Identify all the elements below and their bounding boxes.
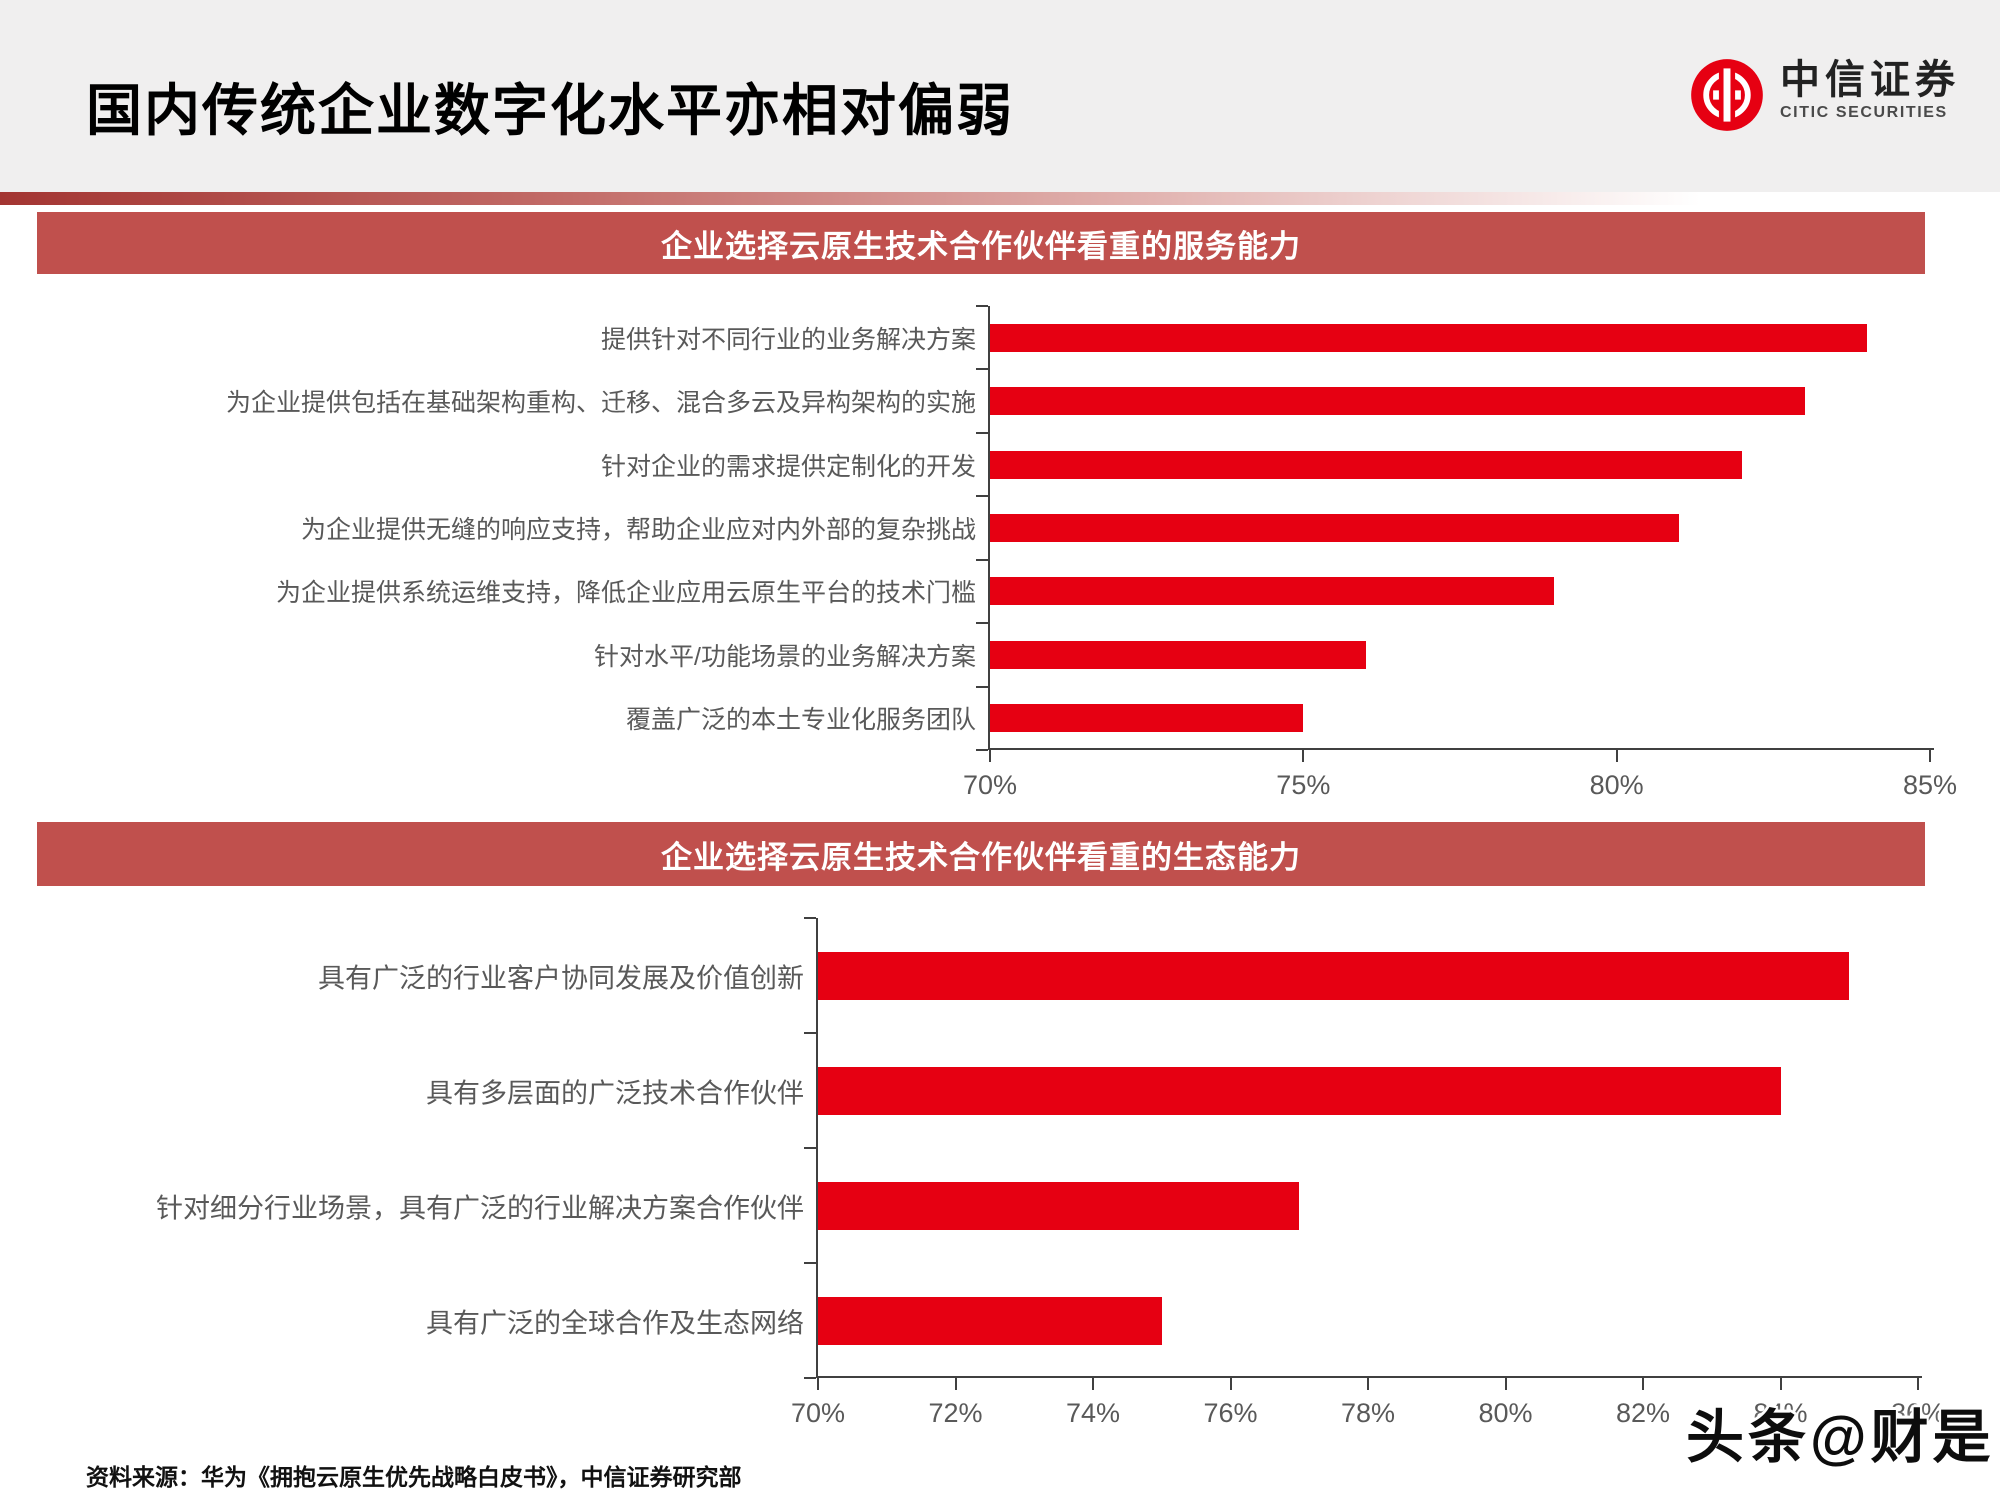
x-axis-tick (989, 750, 991, 762)
category-boundary-tick (976, 558, 988, 561)
category-boundary-tick (804, 917, 816, 919)
category-label: 为企业提供包括在基础架构重构、迁移、混合多云及异构架构的实施 (225, 389, 976, 418)
bar (990, 514, 1680, 542)
x-axis-tick (1917, 1378, 1919, 1390)
x-axis-tick (1642, 1378, 1644, 1390)
bar (990, 450, 1742, 479)
chart2-header-band: 企业选择云原生技术合作伙伴看重的生态能力 (37, 822, 1925, 886)
category-label: 为企业提供无缝的响应支持，帮助企业应对内外部的复杂挑战 (300, 516, 976, 544)
bar (990, 387, 1805, 416)
x-axis-tick (1302, 750, 1305, 762)
category-label: 具有广泛的全球合作及生态网络 (426, 1308, 804, 1338)
category-boundary-tick (976, 749, 988, 751)
chart1-header-band: 企业选择云原生技术合作伙伴看重的服务能力 (37, 212, 1925, 274)
citic-logo-chinese: 中信证券 (1780, 57, 1960, 102)
category-label: 针对细分行业场景，具有广泛的行业解决方案合作伙伴 (156, 1193, 804, 1223)
citic-logo-english: CITIC SECURITIES (1780, 104, 1948, 121)
bar (990, 704, 1304, 733)
bar (990, 640, 1366, 669)
bar (990, 577, 1554, 606)
page-title: 国内传统企业数字化水平亦相对偏弱 (86, 79, 1014, 142)
x-tick-label: 82% (1615, 1398, 1671, 1428)
x-axis-tick (1229, 1378, 1232, 1390)
bar (818, 951, 1850, 1000)
watermark: 头条@财是 (1686, 1405, 1995, 1470)
y-axis-line (988, 306, 990, 750)
category-label: 为企业提供系统运维支持，降低企业应用云原生平台的技术门槛 (275, 579, 976, 608)
category-label: 具有广泛的行业客户协同发展及价值创新 (318, 963, 804, 993)
x-tick-label: 72% (928, 1398, 983, 1428)
x-tick-label: 85% (1902, 770, 1958, 800)
x-tick-label: 74% (1065, 1398, 1121, 1428)
x-axis-tick (817, 1378, 819, 1390)
category-boundary-tick (804, 1262, 816, 1264)
category-boundary-tick (976, 495, 988, 498)
x-axis-tick (1092, 1378, 1094, 1390)
category-label: 针对企业的需求提供定制化的开发 (600, 452, 976, 481)
bar (818, 1181, 1300, 1230)
category-boundary-tick (804, 1147, 816, 1149)
bar (990, 323, 1868, 352)
category-label: 具有多层面的广泛技术合作伙伴 (426, 1078, 804, 1108)
category-label: 针对水平/功能场景的业务解决方案 (594, 642, 976, 671)
bar (818, 1296, 1162, 1345)
y-axis-line (816, 918, 818, 1378)
x-tick-label: 86% (1890, 1398, 1946, 1428)
citic-logo-text: 中信证券 CITIC SECURITIES (1780, 58, 1960, 122)
x-axis-tick (1929, 750, 1931, 762)
category-label: 提供针对不同行业的业务解决方案 (600, 325, 976, 354)
x-tick-label: 70% (962, 770, 1018, 800)
category-boundary-tick (804, 1377, 816, 1379)
x-tick-label: 76% (1203, 1398, 1258, 1428)
x-tick-label: 80% (1478, 1398, 1533, 1428)
x-axis-tick (954, 1378, 957, 1390)
bar (818, 1066, 1781, 1115)
citic-emblem-icon (1691, 59, 1763, 131)
citic-logo: 中信证券 CITIC SECURITIES (1690, 58, 1960, 132)
category-boundary-tick (976, 431, 988, 434)
x-tick-label: 70% (790, 1398, 846, 1428)
x-axis-tick (1779, 1378, 1782, 1390)
chart2-title: 企业选择云原生技术合作伙伴看重的生态能力 (661, 839, 1301, 875)
x-tick-label: 84% (1753, 1398, 1808, 1428)
category-boundary-tick (976, 305, 988, 307)
x-axis-line (816, 1376, 1922, 1378)
x-tick-label: 75% (1276, 770, 1331, 800)
category-boundary-tick (976, 685, 988, 688)
title-band-background (0, 0, 2000, 192)
category-boundary-tick (976, 368, 988, 371)
x-axis-tick (1367, 1378, 1369, 1390)
category-boundary-tick (804, 1032, 816, 1034)
x-tick-label: 80% (1589, 770, 1644, 800)
source-note: 资料来源：华为《拥抱云原生优先战略白皮书》，中信证券研究部 (86, 1464, 742, 1490)
category-label: 覆盖广泛的本土专业化服务团队 (625, 706, 976, 735)
x-tick-label: 78% (1340, 1398, 1396, 1428)
red-gradient-divider (0, 192, 2000, 205)
x-axis-tick (1615, 750, 1618, 762)
category-boundary-tick (976, 622, 988, 625)
x-axis-line (988, 748, 1934, 750)
x-axis-tick (1504, 1378, 1507, 1390)
chart1-title: 企业选择云原生技术合作伙伴看重的服务能力 (661, 228, 1301, 264)
